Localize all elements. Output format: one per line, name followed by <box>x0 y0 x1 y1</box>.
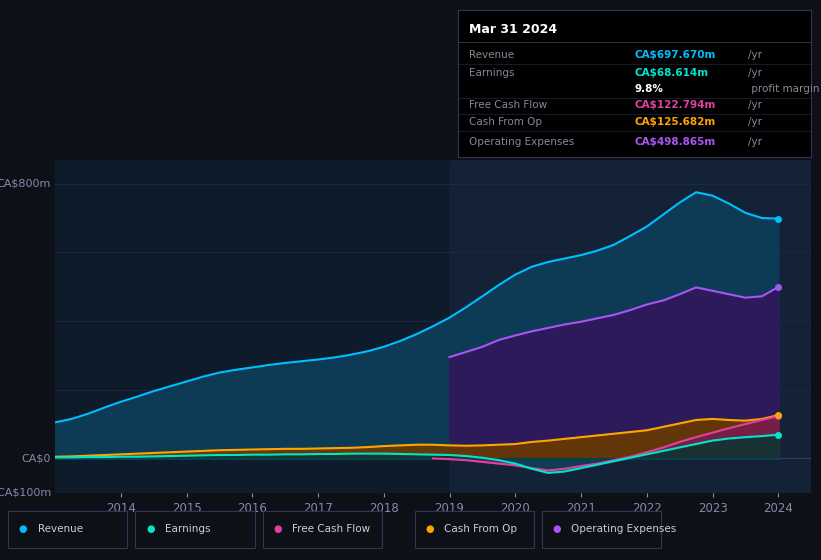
Text: Cash From Op: Cash From Op <box>444 525 517 534</box>
Text: Revenue: Revenue <box>38 525 83 534</box>
Text: profit margin: profit margin <box>748 83 819 94</box>
Text: Operating Expenses: Operating Expenses <box>469 137 574 147</box>
Text: CA$122.794m: CA$122.794m <box>635 100 716 110</box>
Text: Earnings: Earnings <box>165 525 210 534</box>
Text: /yr: /yr <box>748 50 762 60</box>
Text: CA$697.670m: CA$697.670m <box>635 50 716 60</box>
Bar <box>450 160 821 493</box>
Text: ●: ● <box>19 525 27 534</box>
Text: CA$800m: CA$800m <box>0 179 51 189</box>
Text: ●: ● <box>425 525 433 534</box>
Text: Operating Expenses: Operating Expenses <box>571 525 677 534</box>
Text: CA$0: CA$0 <box>22 454 51 464</box>
Text: -CA$100m: -CA$100m <box>0 488 51 498</box>
Text: /yr: /yr <box>748 68 762 78</box>
Text: CA$498.865m: CA$498.865m <box>635 137 716 147</box>
Text: Free Cash Flow: Free Cash Flow <box>292 525 370 534</box>
Text: ●: ● <box>146 525 154 534</box>
Text: ●: ● <box>273 525 282 534</box>
Text: Revenue: Revenue <box>469 50 514 60</box>
Text: CA$68.614m: CA$68.614m <box>635 68 709 78</box>
Text: Earnings: Earnings <box>469 68 514 78</box>
Text: ●: ● <box>553 525 561 534</box>
Text: Cash From Op: Cash From Op <box>469 116 542 127</box>
Text: CA$125.682m: CA$125.682m <box>635 116 716 127</box>
Text: Free Cash Flow: Free Cash Flow <box>469 100 547 110</box>
Text: Mar 31 2024: Mar 31 2024 <box>469 22 557 36</box>
Text: 9.8%: 9.8% <box>635 83 663 94</box>
Text: /yr: /yr <box>748 137 762 147</box>
Text: /yr: /yr <box>748 100 762 110</box>
Text: /yr: /yr <box>748 116 762 127</box>
